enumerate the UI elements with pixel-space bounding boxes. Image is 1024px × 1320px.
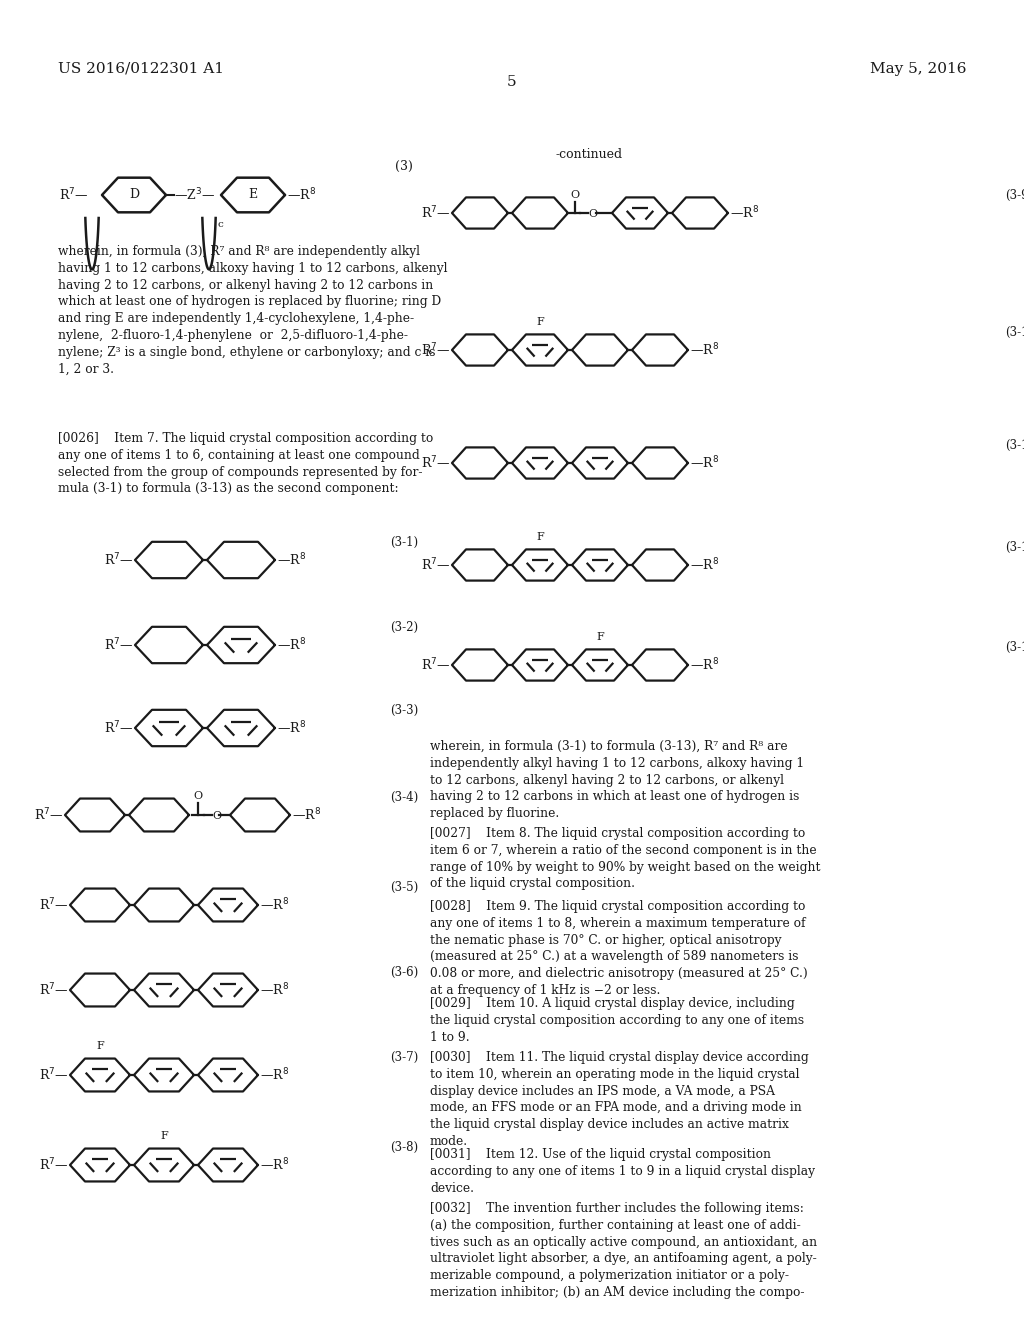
Text: (3-5): (3-5) [390, 880, 418, 894]
Text: F: F [537, 532, 544, 543]
Text: —R$^8$: —R$^8$ [278, 636, 306, 653]
Text: F: F [160, 1131, 168, 1140]
Text: (3-10): (3-10) [1005, 326, 1024, 339]
Text: (3-12): (3-12) [1005, 541, 1024, 554]
Text: R$^7$—: R$^7$— [34, 807, 63, 824]
Text: (3-1): (3-1) [390, 536, 418, 549]
Text: R$^7$—: R$^7$— [421, 342, 450, 358]
Text: [0026]    Item 7. The liquid crystal composition according to
any one of items 1: [0026] Item 7. The liquid crystal compos… [58, 432, 433, 495]
Text: —R$^8$: —R$^8$ [730, 205, 759, 222]
Text: F: F [96, 1041, 103, 1051]
Text: O: O [194, 791, 203, 801]
Text: [0030]    Item 11. The liquid crystal display device according
to item 10, where: [0030] Item 11. The liquid crystal displ… [430, 1051, 809, 1148]
Text: O: O [588, 209, 597, 219]
Text: O: O [570, 190, 580, 201]
Text: —R$^8$: —R$^8$ [278, 552, 306, 569]
Text: (3-3): (3-3) [390, 704, 418, 717]
Text: —R$^8$: —R$^8$ [260, 982, 289, 998]
Text: F: F [537, 317, 544, 327]
Text: [0032]    The invention further includes the following items:
(a) the compositio: [0032] The invention further includes th… [430, 1203, 817, 1299]
Text: (3): (3) [395, 160, 413, 173]
Text: R$^7$—: R$^7$— [58, 186, 88, 203]
Text: R$^7$—: R$^7$— [103, 552, 133, 569]
Text: —R$^8$: —R$^8$ [690, 342, 719, 358]
Text: [0028]    Item 9. The liquid crystal composition according to
any one of items 1: [0028] Item 9. The liquid crystal compos… [430, 900, 808, 997]
Text: —R$^8$: —R$^8$ [260, 1067, 289, 1084]
Text: R$^7$—: R$^7$— [421, 557, 450, 573]
Text: R$^7$—: R$^7$— [39, 982, 68, 998]
Text: F: F [596, 632, 604, 642]
Text: (3-4): (3-4) [390, 791, 418, 804]
Text: wherein, in formula (3), R⁷ and R⁸ are independently alkyl
having 1 to 12 carbon: wherein, in formula (3), R⁷ and R⁸ are i… [58, 246, 447, 376]
Text: —R$^8$: —R$^8$ [690, 454, 719, 471]
Text: (3-11): (3-11) [1005, 440, 1024, 451]
Text: R$^7$—: R$^7$— [39, 1067, 68, 1084]
Text: c: c [218, 220, 224, 228]
Text: (3-2): (3-2) [390, 620, 418, 634]
Text: (3-9): (3-9) [1005, 189, 1024, 202]
Text: —R$^8$: —R$^8$ [690, 557, 719, 573]
Text: —R$^8$: —R$^8$ [260, 1156, 289, 1173]
Text: R$^7$—: R$^7$— [421, 657, 450, 673]
Text: [0027]    Item 8. The liquid crystal composition according to
item 6 or 7, where: [0027] Item 8. The liquid crystal compos… [430, 828, 820, 891]
Text: O: O [212, 810, 221, 821]
Text: (3-8): (3-8) [390, 1140, 418, 1154]
Text: —Z$^3$—: —Z$^3$— [174, 186, 215, 203]
Text: —R$^8$: —R$^8$ [278, 719, 306, 737]
Text: —R$^8$: —R$^8$ [287, 186, 316, 203]
Text: —R$^8$: —R$^8$ [260, 896, 289, 913]
Text: [0029]    Item 10. A liquid crystal display device, including
the liquid crystal: [0029] Item 10. A liquid crystal display… [430, 997, 804, 1044]
Text: D: D [129, 189, 139, 202]
Text: —R$^8$: —R$^8$ [292, 807, 322, 824]
Text: May 5, 2016: May 5, 2016 [869, 62, 966, 77]
Text: R$^7$—: R$^7$— [39, 1156, 68, 1173]
Text: —R$^8$: —R$^8$ [690, 657, 719, 673]
Text: (3-7): (3-7) [390, 1051, 418, 1064]
Text: (3-6): (3-6) [390, 966, 418, 979]
Text: 5: 5 [507, 75, 517, 88]
Text: R$^7$—: R$^7$— [103, 719, 133, 737]
Text: R$^7$—: R$^7$— [421, 454, 450, 471]
Text: R$^7$—: R$^7$— [421, 205, 450, 222]
Text: [0031]    Item 12. Use of the liquid crystal composition
according to any one of: [0031] Item 12. Use of the liquid crysta… [430, 1148, 815, 1195]
Text: E: E [249, 189, 258, 202]
Text: (3-13): (3-13) [1005, 642, 1024, 653]
Text: wherein, in formula (3-1) to formula (3-13), R⁷ and R⁸ are
independently alkyl h: wherein, in formula (3-1) to formula (3-… [430, 741, 804, 820]
Text: US 2016/0122301 A1: US 2016/0122301 A1 [58, 62, 224, 77]
Text: R$^7$—: R$^7$— [103, 636, 133, 653]
Text: R$^7$—: R$^7$— [39, 896, 68, 913]
Text: -continued: -continued [555, 148, 623, 161]
